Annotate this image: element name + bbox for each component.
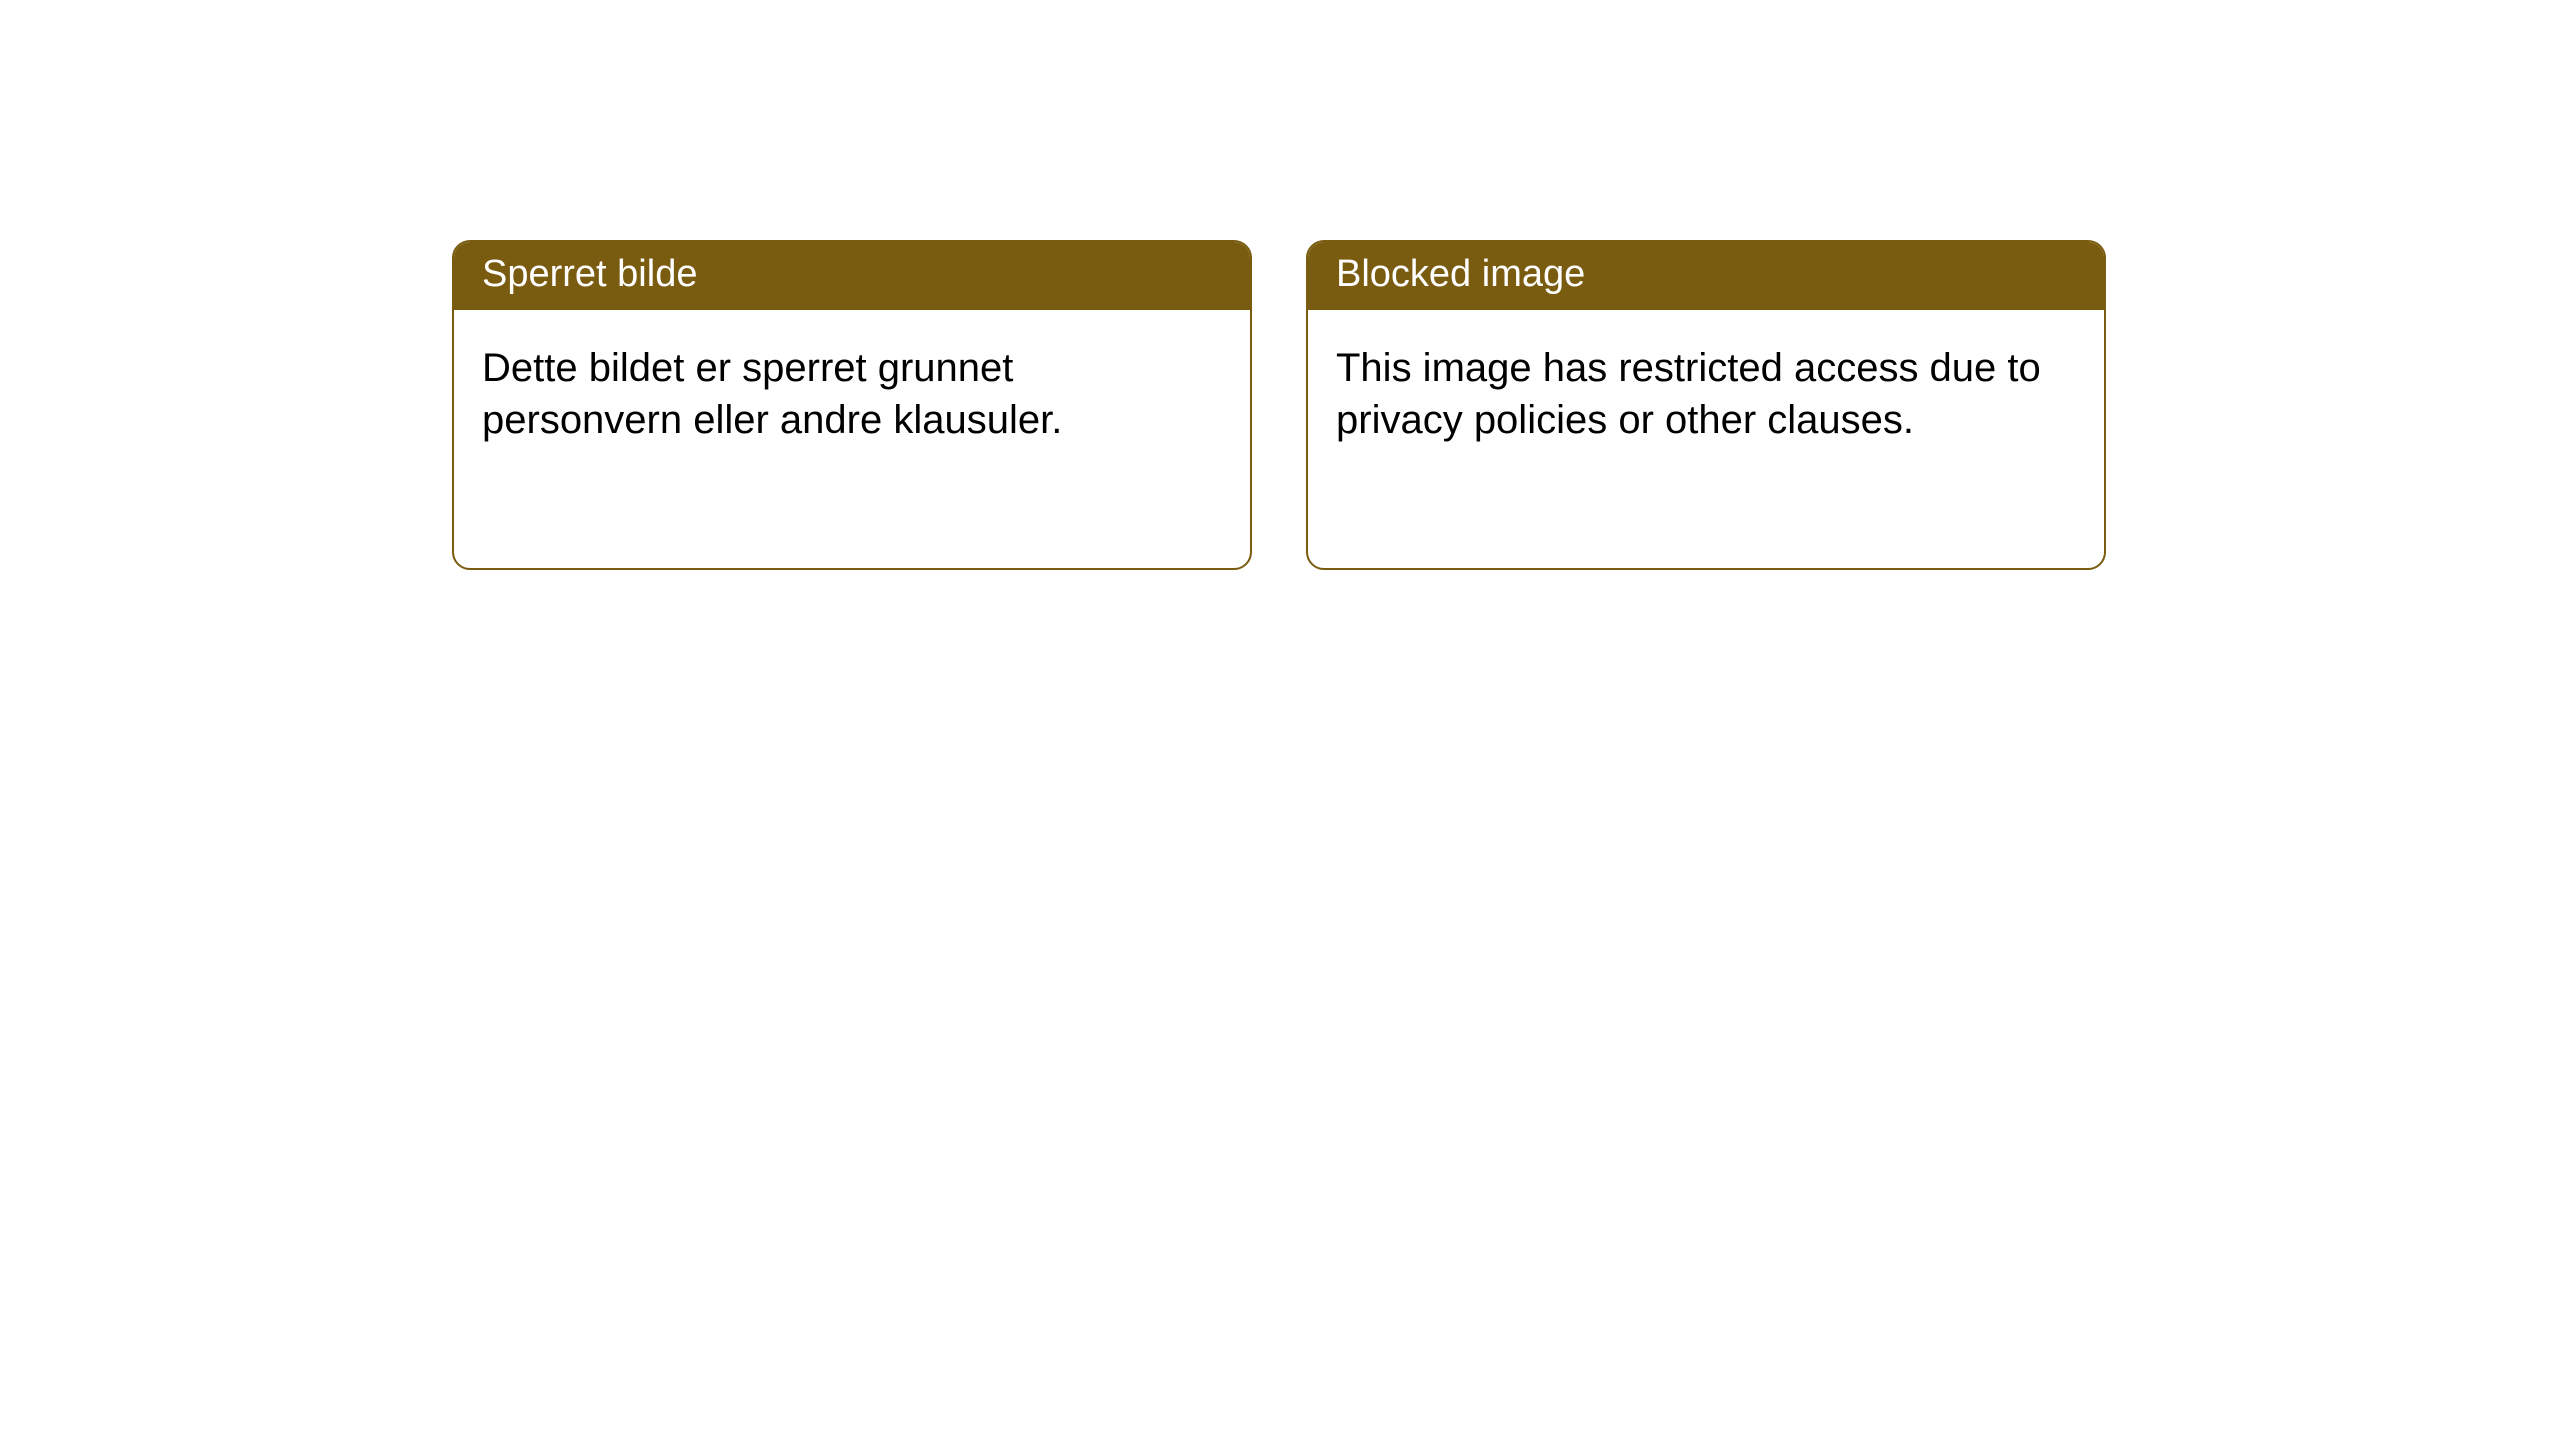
card-message: This image has restricted access due to … bbox=[1336, 346, 2041, 442]
card-header: Blocked image bbox=[1308, 242, 2104, 310]
card-title: Blocked image bbox=[1336, 253, 1585, 295]
card-message: Dette bildet er sperret grunnet personve… bbox=[482, 346, 1062, 442]
card-body: Dette bildet er sperret grunnet personve… bbox=[454, 310, 1250, 478]
card-body: This image has restricted access due to … bbox=[1308, 310, 2104, 478]
card-title: Sperret bilde bbox=[482, 253, 697, 295]
notice-container: Sperret bilde Dette bildet er sperret gr… bbox=[0, 0, 2560, 570]
notice-card-norwegian: Sperret bilde Dette bildet er sperret gr… bbox=[452, 240, 1252, 570]
notice-card-english: Blocked image This image has restricted … bbox=[1306, 240, 2106, 570]
card-header: Sperret bilde bbox=[454, 242, 1250, 310]
